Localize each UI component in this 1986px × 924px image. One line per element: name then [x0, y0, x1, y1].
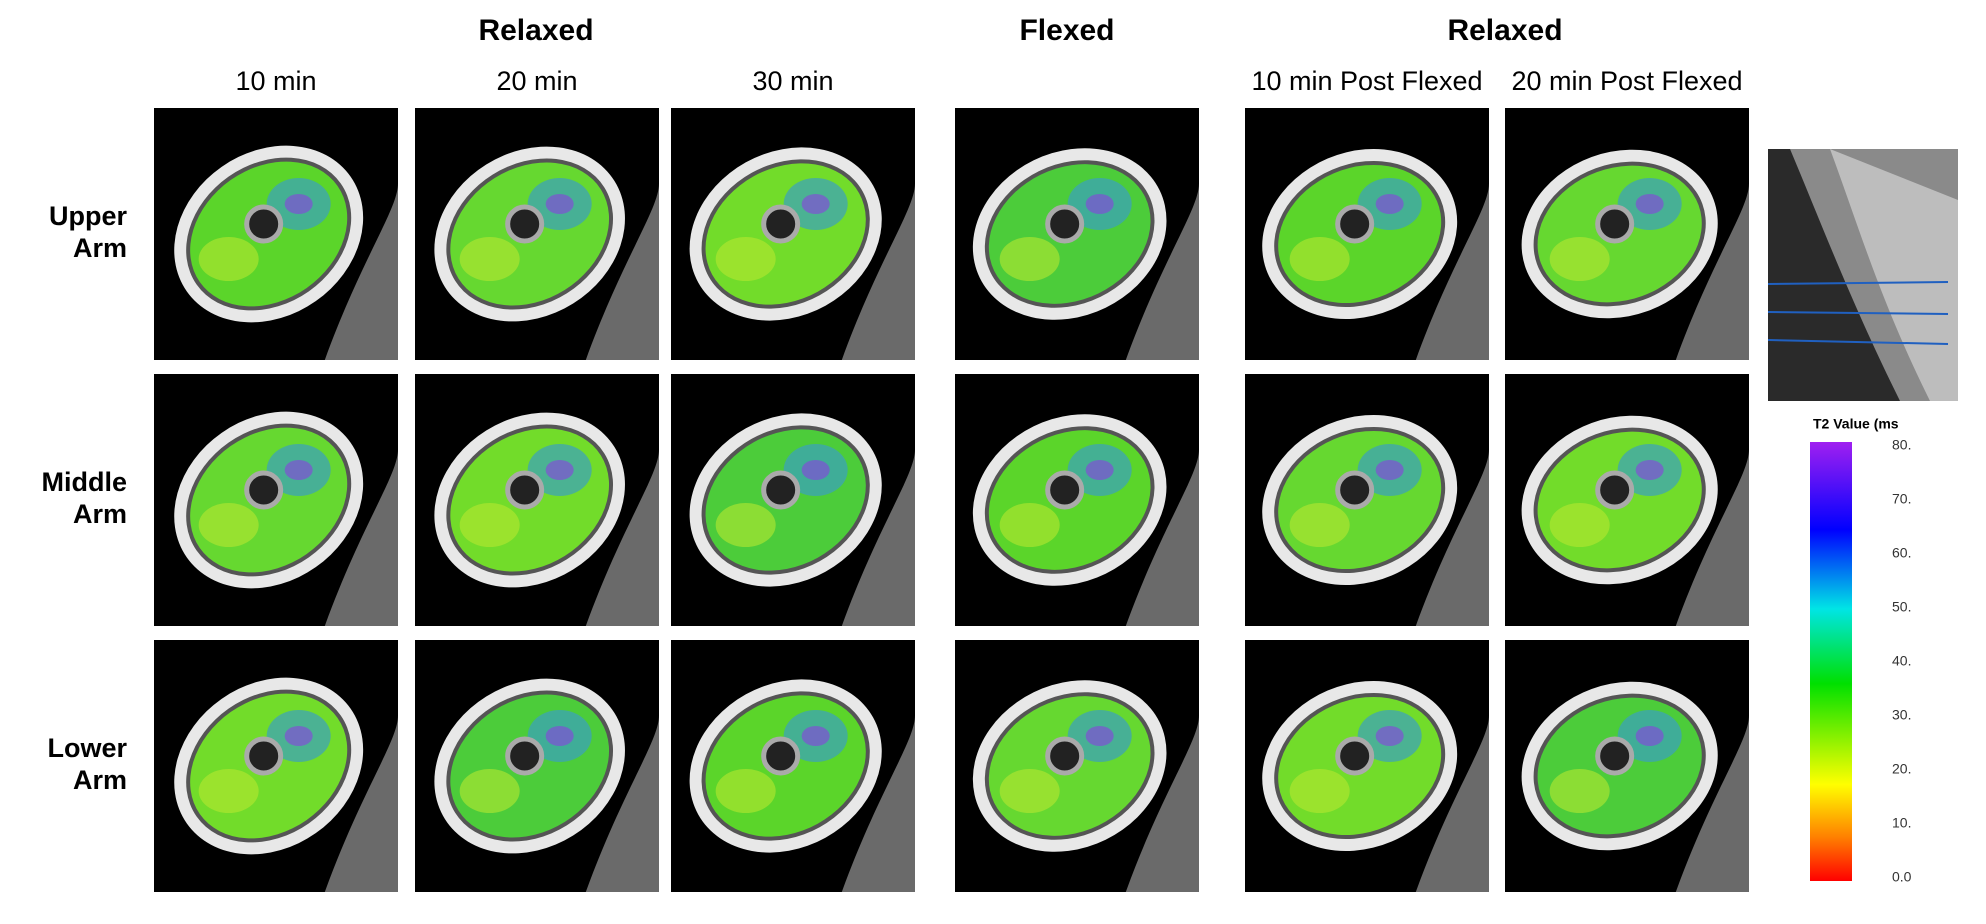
- mri-panel: [1505, 640, 1749, 892]
- group-header: Relaxed: [1447, 14, 1562, 47]
- mri-panel: [1245, 108, 1489, 360]
- reference-image: [1767, 149, 1958, 401]
- mri-panel: [1505, 374, 1749, 626]
- mri-panel: [1245, 640, 1489, 892]
- column-label: 30 min: [752, 66, 833, 96]
- mri-panel: [415, 640, 659, 892]
- colorbar-tick-label: 0.0: [1892, 869, 1912, 885]
- column-label: 20 min Post Flexed: [1511, 66, 1742, 96]
- colorbar: [1810, 442, 1852, 881]
- colorbar-tick-label: 40.: [1892, 653, 1911, 669]
- colorbar-tick-label: 50.: [1892, 599, 1911, 615]
- mri-panel: [154, 108, 398, 360]
- mri-panel: [671, 108, 915, 360]
- mri-panel: [154, 640, 398, 892]
- row-label: Middle Arm: [42, 467, 128, 529]
- mri-panel: [1505, 108, 1749, 360]
- column-label: 10 min Post Flexed: [1251, 66, 1482, 96]
- column-label: 20 min: [496, 66, 577, 96]
- mri-panel: [415, 374, 659, 626]
- mri-panel: [955, 640, 1199, 892]
- mri-panel: [1245, 374, 1489, 626]
- row-label: Upper Arm: [49, 201, 128, 263]
- colorbar-tick-label: 10.: [1892, 815, 1911, 831]
- mri-panel: [671, 374, 915, 626]
- column-label: 10 min: [235, 66, 316, 96]
- mri-panel: [154, 374, 398, 626]
- colorbar-tick-label: 70.: [1892, 491, 1911, 507]
- colorbar-tick-label: 20.: [1892, 761, 1911, 777]
- mri-panel: [955, 374, 1199, 626]
- mri-panel: [415, 108, 659, 360]
- colorbar-tick-label: 80.: [1892, 437, 1911, 453]
- mri-panel: [671, 640, 915, 892]
- mri-panel: [955, 108, 1199, 360]
- row-label: Lower Arm: [47, 733, 127, 795]
- colorbar-tick-label: 60.: [1892, 545, 1911, 561]
- colorbar-title: T2 Value (ms: [1813, 416, 1899, 432]
- colorbar-tick-label: 30.: [1892, 707, 1911, 723]
- group-header: Relaxed: [478, 14, 593, 47]
- group-header: Flexed: [1019, 14, 1114, 47]
